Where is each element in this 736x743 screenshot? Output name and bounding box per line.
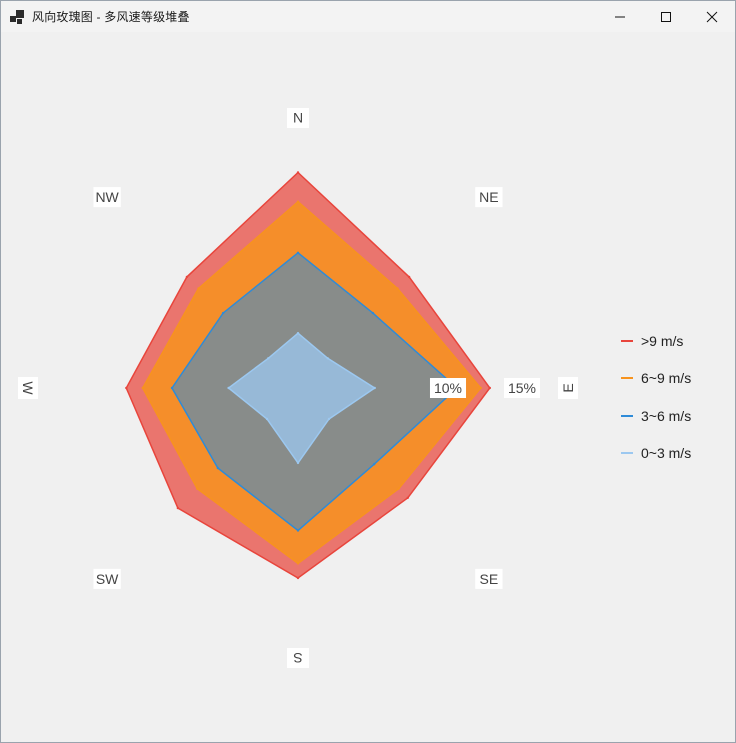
svg-text:10%: 10% xyxy=(434,380,462,396)
data-point xyxy=(479,386,482,390)
svg-text:N: N xyxy=(293,110,303,126)
legend-swatch xyxy=(621,377,633,380)
svg-text:E: E xyxy=(560,383,576,392)
data-point xyxy=(196,487,199,490)
data-point xyxy=(170,386,174,390)
data-point xyxy=(326,357,329,360)
data-point xyxy=(296,562,300,565)
legend-label: >9 m/s xyxy=(641,332,684,349)
direction-label-w: W xyxy=(18,377,38,399)
data-point xyxy=(396,287,399,290)
data-point xyxy=(141,386,144,390)
svg-text:S: S xyxy=(293,650,302,666)
window-title: 风向玫瑰图 - 多风速等级堆叠 xyxy=(32,10,190,24)
maximize-button[interactable] xyxy=(643,1,689,32)
minimize-button[interactable] xyxy=(597,1,643,32)
direction-label-ne: NE xyxy=(475,187,503,208)
data-point xyxy=(371,311,375,315)
data-point xyxy=(296,332,300,335)
direction-label-sw: SW xyxy=(93,568,121,589)
data-point xyxy=(406,496,409,499)
data-point xyxy=(488,386,491,390)
data-point xyxy=(267,357,270,360)
svg-text:NW: NW xyxy=(95,189,119,205)
data-point xyxy=(373,386,376,390)
minimize-icon xyxy=(615,16,625,17)
data-point xyxy=(327,417,331,421)
direction-label-n: N xyxy=(287,108,309,128)
data-point xyxy=(296,576,300,580)
svg-text:SW: SW xyxy=(96,571,119,587)
data-point xyxy=(296,529,300,532)
legend-item[interactable]: >9 m/s xyxy=(621,322,731,360)
maximize-icon xyxy=(661,11,671,22)
app-window-icon xyxy=(10,9,24,24)
data-point xyxy=(197,287,200,290)
legend-label: 0~3 m/s xyxy=(641,445,692,462)
data-point xyxy=(185,275,189,279)
direction-label-nw: NW xyxy=(93,187,121,208)
data-point xyxy=(296,200,300,203)
legend-swatch xyxy=(621,414,633,417)
legend-label: 3~6 m/s xyxy=(641,407,692,424)
data-point xyxy=(176,506,180,510)
data-point xyxy=(397,487,400,490)
data-point xyxy=(296,461,300,465)
svg-text:SE: SE xyxy=(480,571,499,587)
radial-tick-label: 10% xyxy=(429,378,467,398)
legend-swatch xyxy=(621,339,633,342)
legend-item[interactable]: 0~3 m/s xyxy=(621,435,731,473)
legend-item[interactable]: 3~6 m/s xyxy=(621,397,731,435)
svg-text:NE: NE xyxy=(479,189,498,205)
svg-text:15%: 15% xyxy=(508,380,536,396)
direction-label-e: E xyxy=(558,377,578,399)
svg-text:W: W xyxy=(20,381,36,395)
chart-area: N NE E SE S SW W NW 10% 15% >9 m/s 6~9 m/s 3~6 m/… xyxy=(1,32,735,742)
data-point xyxy=(296,251,300,254)
wind-rose-chart: N NE E SE S SW W NW 10% 15% xyxy=(18,108,578,668)
data-point xyxy=(407,275,411,279)
data-point xyxy=(216,466,220,470)
data-point xyxy=(125,386,128,390)
close-icon xyxy=(706,11,718,22)
data-point xyxy=(265,417,269,421)
legend-label: 6~9 m/s xyxy=(641,370,692,387)
data-point xyxy=(227,386,230,390)
radial-tick-label: 15% xyxy=(503,378,541,398)
legend-swatch xyxy=(621,452,633,455)
direction-label-s: S xyxy=(287,648,309,668)
direction-label-se: SE xyxy=(475,568,503,589)
data-point xyxy=(296,171,300,174)
title-bar[interactable]: 风向玫瑰图 - 多风速等级堆叠 xyxy=(1,1,735,32)
legend-item[interactable]: 6~9 m/s xyxy=(621,360,731,398)
data-point xyxy=(221,311,225,315)
close-button[interactable] xyxy=(689,1,735,32)
data-point xyxy=(373,463,376,466)
chart-legend: >9 m/s 6~9 m/s 3~6 m/s 0~3 m/s xyxy=(621,322,731,472)
